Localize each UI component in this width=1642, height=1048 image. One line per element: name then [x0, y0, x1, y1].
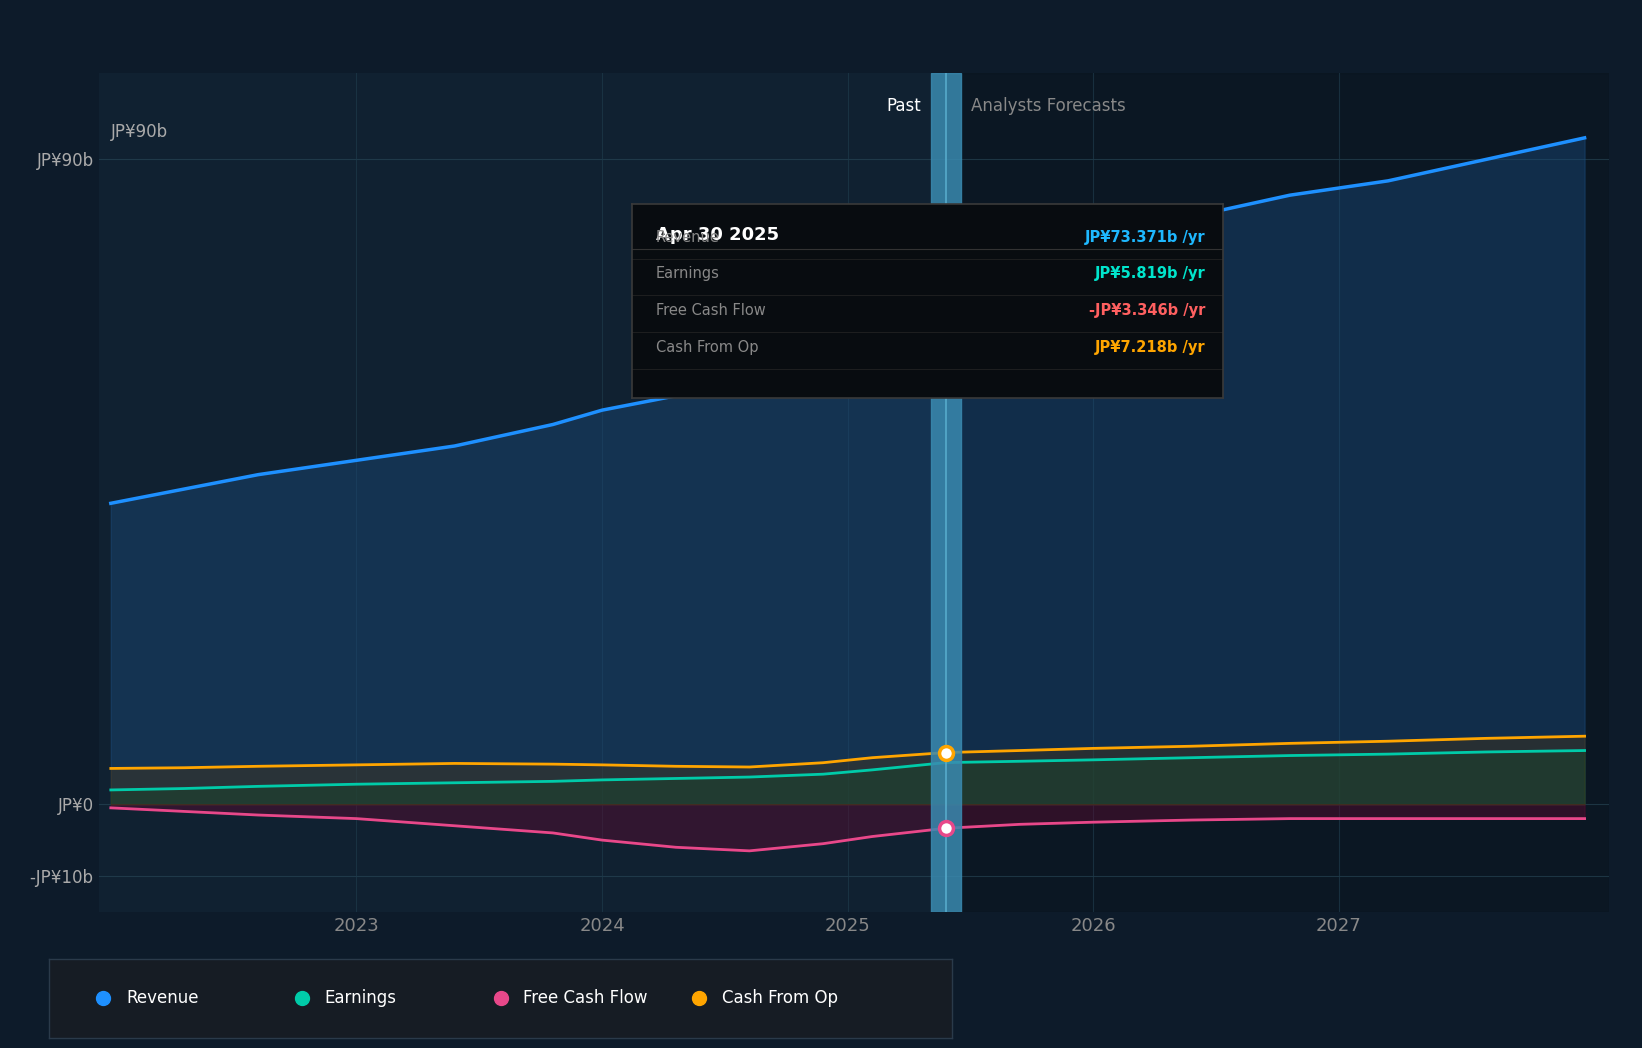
Text: Apr 30 2025: Apr 30 2025	[655, 225, 778, 244]
Text: Past: Past	[887, 96, 921, 114]
Text: Revenue: Revenue	[655, 230, 719, 244]
Text: Free Cash Flow: Free Cash Flow	[655, 303, 765, 319]
Bar	[931, 73, 961, 912]
Text: Revenue: Revenue	[126, 989, 199, 1007]
Text: -JP¥3.346b /yr: -JP¥3.346b /yr	[1089, 303, 1205, 319]
Text: Free Cash Flow: Free Cash Flow	[524, 989, 649, 1007]
Text: JP¥7.218b /yr: JP¥7.218b /yr	[1095, 340, 1205, 355]
Text: JP¥73.371b /yr: JP¥73.371b /yr	[1085, 230, 1205, 244]
Text: Cash From Op: Cash From Op	[655, 340, 759, 355]
Text: Analysts Forecasts: Analysts Forecasts	[970, 96, 1125, 114]
Bar	[99, 73, 946, 912]
Bar	[946, 73, 1609, 912]
Text: JP¥5.819b /yr: JP¥5.819b /yr	[1095, 266, 1205, 282]
Text: Cash From Op: Cash From Op	[722, 989, 837, 1007]
Text: Earnings: Earnings	[655, 266, 719, 282]
Text: JP¥90b: JP¥90b	[110, 124, 167, 141]
Text: Earnings: Earnings	[325, 989, 397, 1007]
